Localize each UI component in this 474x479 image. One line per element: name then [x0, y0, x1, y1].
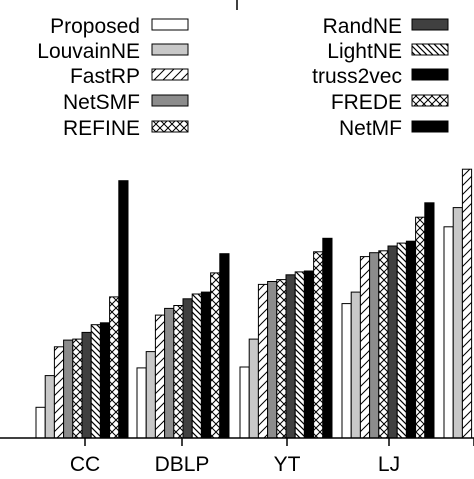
bar-randne-lj	[387, 245, 398, 439]
legend-swatch-refine	[151, 120, 189, 133]
axes	[0, 0, 474, 439]
bar-lightne-cc	[90, 324, 101, 439]
bar-netsmf-lj	[369, 252, 380, 439]
bar-louvainne-yt	[248, 338, 259, 439]
legend-label-randne: RandNE	[323, 15, 402, 38]
legend-swatch-netmf	[411, 120, 449, 133]
bar-randne-yt	[285, 274, 296, 439]
bar-proposed-lj	[341, 303, 352, 439]
bar-fastrp-dblp	[154, 314, 166, 439]
legend-swatch-proposed	[151, 18, 189, 31]
bar-frede-dblp	[210, 272, 221, 439]
legend-swatch-truss2vec	[411, 68, 449, 81]
bar-refine-dblp	[173, 305, 184, 439]
x-tick-label-yt: YT	[274, 453, 301, 474]
bar-refine-lj	[378, 250, 389, 439]
bar-lightne-yt	[294, 271, 305, 439]
bar-netmf-dblp	[219, 253, 230, 439]
bar-louvainne-dblp	[145, 351, 156, 439]
x-tick-label-dblp: DBLP	[155, 453, 210, 474]
legend-label-proposed: Proposed	[50, 15, 140, 38]
x-tick-label-lj: LJ	[378, 453, 400, 474]
bar-truss2vec-cc	[99, 322, 111, 439]
legend-label-lightne: LightNE	[327, 40, 402, 63]
legend-label-louvainne: LouvainNE	[37, 40, 140, 63]
bar-netsmf-dblp	[164, 307, 175, 439]
legend-swatch-randne	[411, 18, 449, 31]
bar-refine-yt	[276, 279, 287, 439]
bar-louvainne-lj	[350, 291, 361, 439]
legend-label-netmf: NetMF	[339, 117, 402, 140]
legend-label-refine: REFINE	[63, 117, 140, 140]
bar-refine-cc	[72, 338, 83, 439]
legend-label-truss2vec: truss2vec	[312, 65, 402, 88]
bar-netmf-yt	[322, 237, 333, 439]
bar-proposed-cc	[35, 406, 46, 439]
bar-frede-yt	[313, 251, 324, 439]
legend-swatch-fastrp	[151, 68, 189, 81]
legend-label-netsmf: NetSMF	[63, 91, 140, 114]
bar-randne-dblp	[182, 298, 193, 439]
bar-frede-cc	[109, 296, 120, 439]
bar-fastrp-lj	[359, 256, 371, 439]
bar-fastrp-cc	[53, 346, 65, 439]
x-tick-labels: CC DBLP YT LJ	[70, 438, 474, 476]
bar-netsmf-cc	[63, 339, 74, 439]
legend-swatch-frede	[411, 94, 449, 107]
bar-randne-cc	[81, 331, 92, 439]
legend-label-frede: FREDE	[331, 91, 402, 114]
bar-louvainne-cc	[44, 375, 55, 439]
bar-frede-lj	[415, 216, 426, 439]
bar-netmf-lj	[424, 202, 435, 439]
bar-truss2vec-yt	[303, 270, 315, 439]
bar-louvainne-blank	[452, 207, 463, 439]
x-tick-label-cc: CC	[70, 453, 100, 474]
legend-swatch-louvainne	[151, 43, 189, 56]
bar-proposed-dblp	[136, 367, 147, 439]
bar-truss2vec-dblp	[200, 291, 212, 439]
legend-label-fastrp: FastRP	[70, 65, 140, 88]
bar-truss2vec-lj	[405, 240, 417, 439]
bar-proposed-yt	[239, 366, 250, 439]
bar-lightne-dblp	[191, 293, 202, 439]
bar-fastrp-blank	[461, 168, 473, 439]
bar-netsmf-yt	[267, 281, 278, 439]
bar-proposed-blank	[443, 226, 454, 439]
bars	[35, 168, 473, 439]
legend-swatch-netsmf	[151, 94, 189, 107]
bar-netmf-cc	[118, 180, 129, 439]
bar-lightne-lj	[396, 242, 407, 439]
legend-swatch-lightne	[411, 43, 449, 56]
bar-fastrp-yt	[257, 283, 269, 439]
